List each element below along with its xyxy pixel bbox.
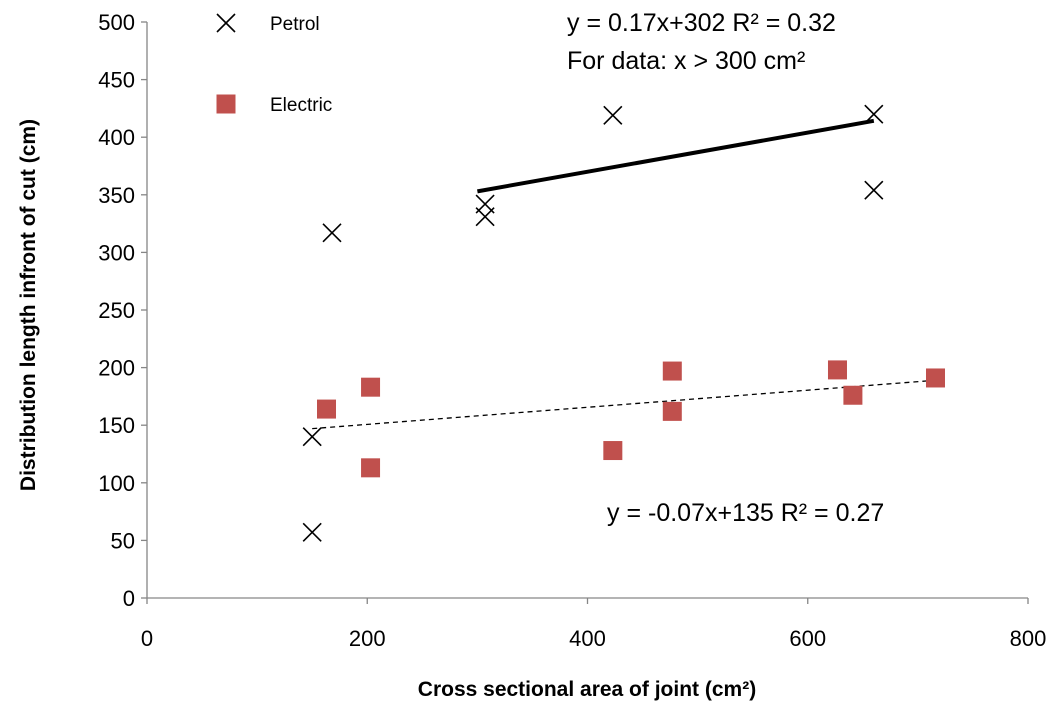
y-axis-title: Distribution length infront of cut (cm): [17, 119, 40, 491]
electric-point: [361, 458, 381, 478]
axes: [141, 21, 1029, 604]
y-tick-label: 300: [98, 240, 135, 265]
electric-point: [317, 399, 337, 419]
electric-point: [361, 377, 381, 397]
y-tick-label: 50: [111, 528, 135, 553]
x-tick-label: 200: [349, 626, 386, 651]
y-tick-label: 150: [98, 413, 135, 438]
y-tick-label: 0: [123, 586, 135, 611]
legend-petrol-marker: [216, 13, 236, 33]
x-tick-label: 0: [141, 626, 153, 651]
electric-equation: y = -0.07x+135 R² = 0.27: [607, 499, 884, 527]
x-tick-label: 600: [789, 626, 826, 651]
x-axis-title: Cross sectional area of joint (cm²): [418, 678, 756, 701]
electric-point: [925, 368, 945, 388]
petrol-point: [302, 522, 322, 542]
tick-labels: 0 50 100 150 200 250 300 350 400 450 500 0 200 400 600…: [98, 10, 1046, 651]
trendline-petrol: [477, 118, 875, 194]
trendlines: [312, 118, 936, 430]
electric-point: [662, 401, 682, 421]
electric-point: [827, 360, 847, 380]
petrol-point: [603, 105, 623, 125]
petrol-point: [864, 104, 884, 124]
y-tick-label: 500: [98, 10, 135, 35]
legend: Petrol Electric: [216, 13, 332, 116]
petrol-point: [864, 180, 884, 200]
petrol-point: [322, 223, 342, 243]
y-tick-label: 350: [98, 183, 135, 208]
y-tick-label: 400: [98, 125, 135, 150]
petrol-point: [302, 427, 322, 447]
y-tick-label: 450: [98, 68, 135, 93]
petrol-note: For data: x > 300 cm²: [567, 47, 805, 75]
y-tick-label: 100: [98, 471, 135, 496]
y-tick-label: 200: [98, 356, 135, 381]
electric-point: [603, 441, 623, 461]
x-tick-label: 800: [1010, 626, 1047, 651]
x-tick-label: 400: [569, 626, 606, 651]
petrol-point: [475, 194, 495, 214]
legend-electric-label: Electric: [270, 95, 332, 116]
y-tick-label: 250: [98, 298, 135, 323]
legend-petrol-label: Petrol: [270, 14, 320, 35]
legend-electric-marker: [216, 94, 236, 114]
data-points: [302, 104, 945, 542]
trendline-electric: [312, 379, 936, 430]
petrol-equation: y = 0.17x+302 R² = 0.32: [567, 9, 836, 37]
electric-point: [843, 385, 863, 405]
electric-point: [662, 361, 682, 381]
